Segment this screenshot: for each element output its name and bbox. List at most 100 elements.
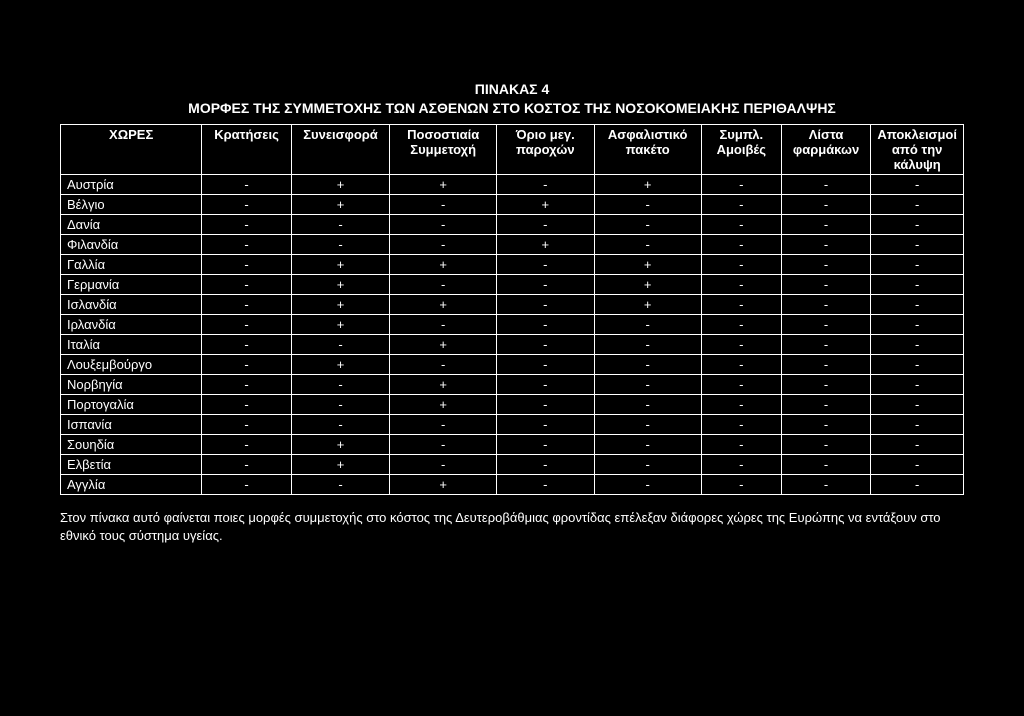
value-cell: - xyxy=(701,214,781,234)
value-cell: + xyxy=(291,194,390,214)
value-cell: - xyxy=(701,394,781,414)
value-cell: - xyxy=(291,214,390,234)
value-cell: - xyxy=(497,274,594,294)
value-cell: - xyxy=(871,214,964,234)
col-header-country: ΧΩΡΕΣ xyxy=(61,124,202,174)
value-cell: - xyxy=(781,254,871,274)
country-cell: Ιταλία xyxy=(61,334,202,354)
value-cell: + xyxy=(594,274,701,294)
value-cell: - xyxy=(202,394,291,414)
value-cell: + xyxy=(594,174,701,194)
value-cell: - xyxy=(701,414,781,434)
col-header: Συμπλ. Αμοιβές xyxy=(701,124,781,174)
country-cell: Λουξεμβούργο xyxy=(61,354,202,374)
value-cell: - xyxy=(781,474,871,494)
country-cell: Γαλλία xyxy=(61,254,202,274)
value-cell: - xyxy=(497,434,594,454)
value-cell: - xyxy=(781,274,871,294)
value-cell: + xyxy=(291,274,390,294)
country-cell: Πορτογαλία xyxy=(61,394,202,414)
col-header: Όριο μεγ. παροχών xyxy=(497,124,594,174)
value-cell: - xyxy=(202,354,291,374)
value-cell: - xyxy=(497,174,594,194)
value-cell: - xyxy=(202,214,291,234)
value-cell: - xyxy=(594,314,701,334)
data-table: ΧΩΡΕΣΚρατήσειςΣυνεισφοράΠοσοστιαία Συμμε… xyxy=(60,124,964,495)
value-cell: - xyxy=(781,434,871,454)
table-row: Ισπανία-------- xyxy=(61,414,964,434)
value-cell: - xyxy=(701,374,781,394)
value-cell: - xyxy=(871,354,964,374)
value-cell: - xyxy=(390,194,497,214)
value-cell: - xyxy=(202,334,291,354)
value-cell: - xyxy=(291,474,390,494)
value-cell: - xyxy=(781,314,871,334)
value-cell: + xyxy=(390,374,497,394)
value-cell: + xyxy=(390,334,497,354)
value-cell: - xyxy=(871,254,964,274)
value-cell: - xyxy=(390,234,497,254)
value-cell: - xyxy=(390,434,497,454)
value-cell: - xyxy=(202,274,291,294)
value-cell: - xyxy=(202,234,291,254)
value-cell: - xyxy=(390,414,497,434)
table-row: Σουηδία-+------ xyxy=(61,434,964,454)
table-title: ΠΙΝΑΚΑΣ 4 ΜΟΡΦΕΣ ΤΗΣ ΣΥΜΜΕΤΟΧΗΣ ΤΩΝ ΑΣΘΕ… xyxy=(60,80,964,118)
value-cell: - xyxy=(871,294,964,314)
value-cell: - xyxy=(871,334,964,354)
col-header: Αποκλεισμοί από την κάλυψη xyxy=(871,124,964,174)
value-cell: + xyxy=(497,234,594,254)
col-header: Ασφαλιστικό πακέτο xyxy=(594,124,701,174)
country-cell: Νορβηγία xyxy=(61,374,202,394)
col-header: Κρατήσεις xyxy=(202,124,291,174)
value-cell: - xyxy=(202,414,291,434)
country-cell: Ισπανία xyxy=(61,414,202,434)
table-row: Ιρλανδία-+------ xyxy=(61,314,964,334)
country-cell: Αγγλία xyxy=(61,474,202,494)
value-cell: + xyxy=(291,434,390,454)
col-header: Συνεισφορά xyxy=(291,124,390,174)
value-cell: - xyxy=(594,334,701,354)
value-cell: - xyxy=(871,314,964,334)
value-cell: - xyxy=(202,294,291,314)
value-cell: - xyxy=(202,174,291,194)
value-cell: - xyxy=(594,454,701,474)
value-cell: - xyxy=(497,314,594,334)
value-cell: - xyxy=(781,174,871,194)
value-cell: - xyxy=(390,314,497,334)
value-cell: - xyxy=(497,414,594,434)
value-cell: - xyxy=(390,274,497,294)
value-cell: - xyxy=(291,334,390,354)
value-cell: + xyxy=(390,294,497,314)
table-row: Ιταλία--+----- xyxy=(61,334,964,354)
table-row: Δανία-------- xyxy=(61,214,964,234)
table-row: Πορτογαλία--+----- xyxy=(61,394,964,414)
value-cell: - xyxy=(871,374,964,394)
country-cell: Γερμανία xyxy=(61,274,202,294)
value-cell: - xyxy=(497,394,594,414)
value-cell: - xyxy=(497,374,594,394)
value-cell: - xyxy=(594,194,701,214)
table-row: Αυστρία-++-+--- xyxy=(61,174,964,194)
value-cell: - xyxy=(202,374,291,394)
table-row: Ελβετία-+------ xyxy=(61,454,964,474)
value-cell: - xyxy=(871,434,964,454)
value-cell: - xyxy=(871,234,964,254)
value-cell: - xyxy=(871,274,964,294)
value-cell: - xyxy=(594,374,701,394)
value-cell: - xyxy=(871,394,964,414)
value-cell: - xyxy=(701,354,781,374)
value-cell: - xyxy=(781,334,871,354)
table-caption: Στον πίνακα αυτό φαίνεται ποιες μορφές σ… xyxy=(60,509,964,545)
value-cell: - xyxy=(701,314,781,334)
value-cell: - xyxy=(291,414,390,434)
country-cell: Ιρλανδία xyxy=(61,314,202,334)
value-cell: - xyxy=(781,294,871,314)
value-cell: - xyxy=(390,214,497,234)
country-cell: Αυστρία xyxy=(61,174,202,194)
value-cell: - xyxy=(594,214,701,234)
value-cell: - xyxy=(202,314,291,334)
value-cell: - xyxy=(781,234,871,254)
value-cell: - xyxy=(594,234,701,254)
title-line-1: ΠΙΝΑΚΑΣ 4 xyxy=(60,80,964,99)
